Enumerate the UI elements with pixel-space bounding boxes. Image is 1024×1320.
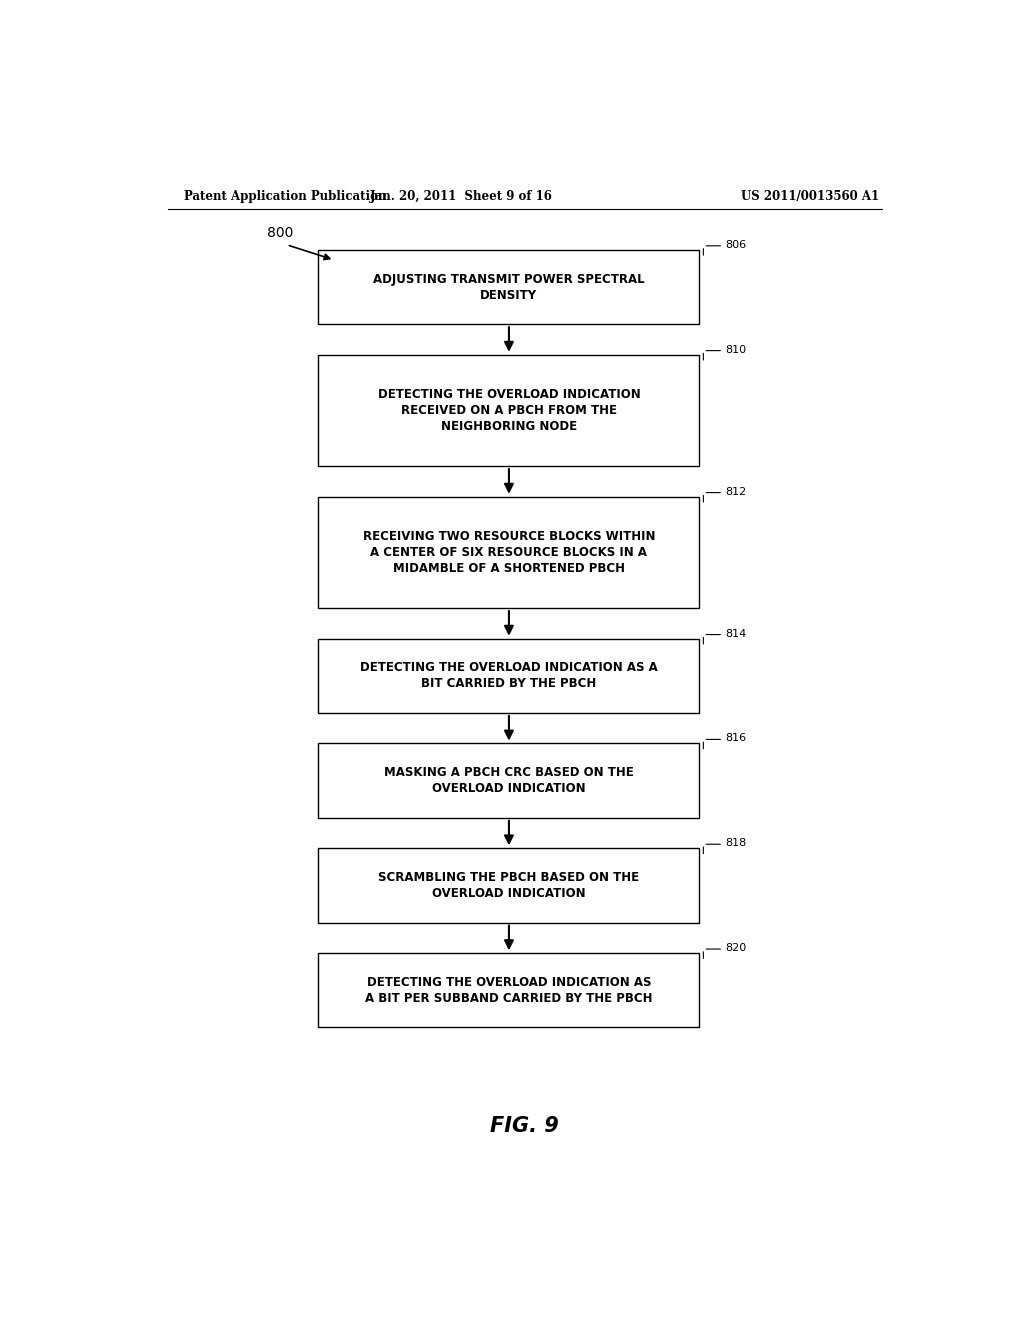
Text: Jan. 20, 2011  Sheet 9 of 16: Jan. 20, 2011 Sheet 9 of 16 [370,190,553,202]
Bar [318,743,699,818]
Text: SCRAMBLING THE PBCH BASED ON THE
OVERLOAD INDICATION: SCRAMBLING THE PBCH BASED ON THE OVERLOA… [378,871,640,900]
Text: 806: 806 [725,240,745,249]
Text: 816: 816 [725,734,745,743]
Text: 800: 800 [267,226,293,240]
Bar [318,953,699,1027]
Bar [318,355,699,466]
Text: ADJUSTING TRANSMIT POWER SPECTRAL
DENSITY: ADJUSTING TRANSMIT POWER SPECTRAL DENSIT… [373,272,645,301]
Bar [318,496,699,609]
Text: 814: 814 [725,628,746,639]
Text: 820: 820 [725,942,746,953]
Text: 810: 810 [725,345,745,355]
Text: US 2011/0013560 A1: US 2011/0013560 A1 [741,190,880,202]
Bar [318,249,699,325]
Text: 818: 818 [725,838,746,849]
Text: DETECTING THE OVERLOAD INDICATION
RECEIVED ON A PBCH FROM THE
NEIGHBORING NODE: DETECTING THE OVERLOAD INDICATION RECEIV… [378,388,640,433]
Text: Patent Application Publication: Patent Application Publication [183,190,386,202]
Text: 812: 812 [725,487,746,496]
Text: FIG. 9: FIG. 9 [490,1115,559,1137]
Text: DETECTING THE OVERLOAD INDICATION AS A
BIT CARRIED BY THE PBCH: DETECTING THE OVERLOAD INDICATION AS A B… [360,661,657,690]
Text: DETECTING THE OVERLOAD INDICATION AS
A BIT PER SUBBAND CARRIED BY THE PBCH: DETECTING THE OVERLOAD INDICATION AS A B… [366,975,652,1005]
Bar [318,639,699,713]
Text: MASKING A PBCH CRC BASED ON THE
OVERLOAD INDICATION: MASKING A PBCH CRC BASED ON THE OVERLOAD… [384,766,634,795]
Text: RECEIVING TWO RESOURCE BLOCKS WITHIN
A CENTER OF SIX RESOURCE BLOCKS IN A
MIDAMB: RECEIVING TWO RESOURCE BLOCKS WITHIN A C… [362,529,655,576]
Bar [318,849,699,923]
